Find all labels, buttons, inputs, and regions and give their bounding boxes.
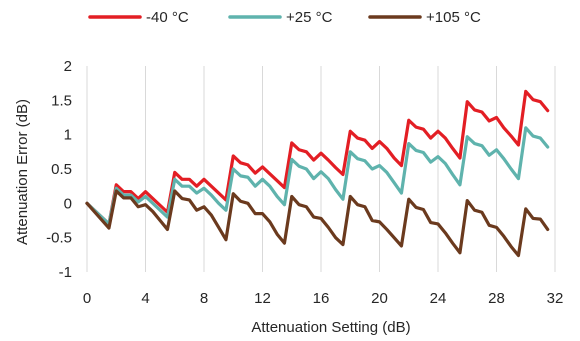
legend-label: +25 °C xyxy=(286,9,333,26)
x-tick-label: 4 xyxy=(141,290,149,307)
legend: -40 °C +25 °C +105 °C xyxy=(88,9,481,26)
x-tick-label: 8 xyxy=(200,290,208,307)
y-tick-label: -1 xyxy=(59,264,72,281)
x-tick-label: 12 xyxy=(254,290,271,307)
y-tick-label: 2 xyxy=(64,58,72,75)
x-tick-label: 0 xyxy=(83,290,91,307)
y-tick-label: 0.5 xyxy=(51,161,72,178)
y-axis-ticks: -1 -0.5 0 0.5 1 1.5 2 xyxy=(46,58,72,281)
y-tick-label: 1.5 xyxy=(51,92,72,109)
x-tick-label: 16 xyxy=(313,290,330,307)
legend-label: +105 °C xyxy=(426,9,481,26)
x-tick-label: 24 xyxy=(430,290,447,307)
series-line xyxy=(85,89,550,226)
series-line xyxy=(85,189,550,258)
y-tick-label: 0 xyxy=(64,195,72,212)
x-tick-label: 28 xyxy=(488,290,505,307)
legend-label: -40 °C xyxy=(146,9,189,26)
x-axis-title: Attenuation Setting (dB) xyxy=(251,319,410,336)
series-lines xyxy=(85,89,550,258)
x-tick-label: 20 xyxy=(371,290,388,307)
grid-lines xyxy=(86,66,556,272)
y-tick-label: -0.5 xyxy=(46,230,72,247)
y-tick-label: 1 xyxy=(64,127,72,144)
x-tick-label: 32 xyxy=(547,290,564,307)
x-axis-ticks: 0 4 8 12 16 20 24 28 32 xyxy=(83,290,564,307)
series-line xyxy=(85,126,550,226)
y-axis-title: Attenuation Error (dB) xyxy=(14,99,31,245)
